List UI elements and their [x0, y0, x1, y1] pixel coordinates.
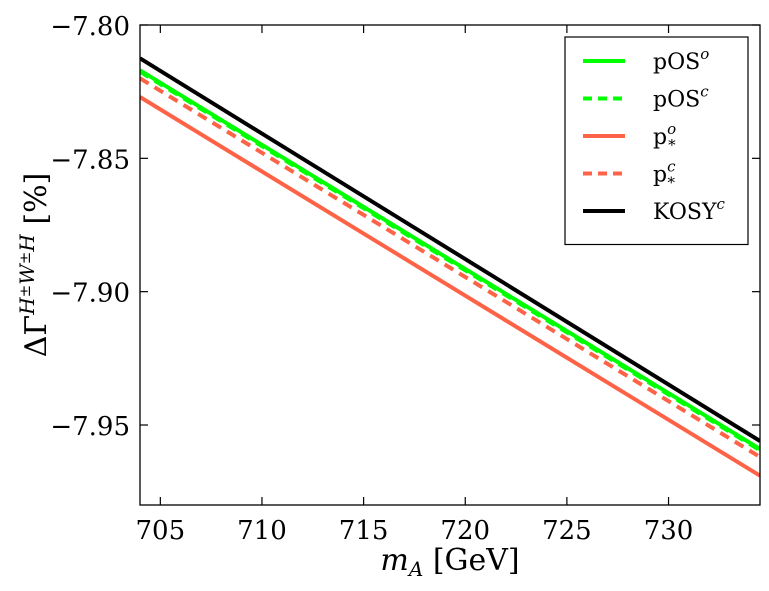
- series-line-kosy-c: [140, 56, 760, 443]
- y-tick-label: −7.90: [50, 279, 130, 309]
- plot-frame: [139, 24, 761, 506]
- x-tick-label: 720: [440, 516, 490, 546]
- x-tick-label: 715: [339, 516, 389, 546]
- x-tick-label: 710: [237, 516, 287, 546]
- legend-label: pOSc: [653, 83, 709, 113]
- x-axis-label: mA [GeV]: [380, 543, 519, 581]
- series-line-p-c: [140, 76, 760, 459]
- legend: pOSo pOSc po * pc * KOSYc: [564, 36, 749, 246]
- tick-layer: 705 710 715 720 725 730 −7.80 −7.85 −7.90 −7.95: [50, 12, 760, 546]
- x-tick-label: 725: [542, 516, 592, 546]
- x-tick-label: 705: [136, 516, 186, 546]
- legend-label: po *: [653, 120, 676, 154]
- x-tick-label: 730: [644, 516, 694, 546]
- series-layer: [140, 56, 760, 478]
- series-line-p-o: [140, 95, 760, 478]
- y-tick-label: −7.95: [50, 412, 130, 442]
- series-line-pos-c: [140, 69, 760, 453]
- y-axis-label: ΔΓH±W±H [%]: [15, 173, 54, 358]
- legend-label: pOSo: [653, 45, 709, 75]
- legend-label: KOSYc: [653, 195, 725, 225]
- y-tick-label: −7.80: [50, 12, 130, 42]
- legend-entries: pOSo pOSc po * pc * KOSYc: [583, 45, 725, 225]
- legend-label: pc *: [653, 158, 676, 192]
- y-tick-label: −7.85: [50, 145, 130, 175]
